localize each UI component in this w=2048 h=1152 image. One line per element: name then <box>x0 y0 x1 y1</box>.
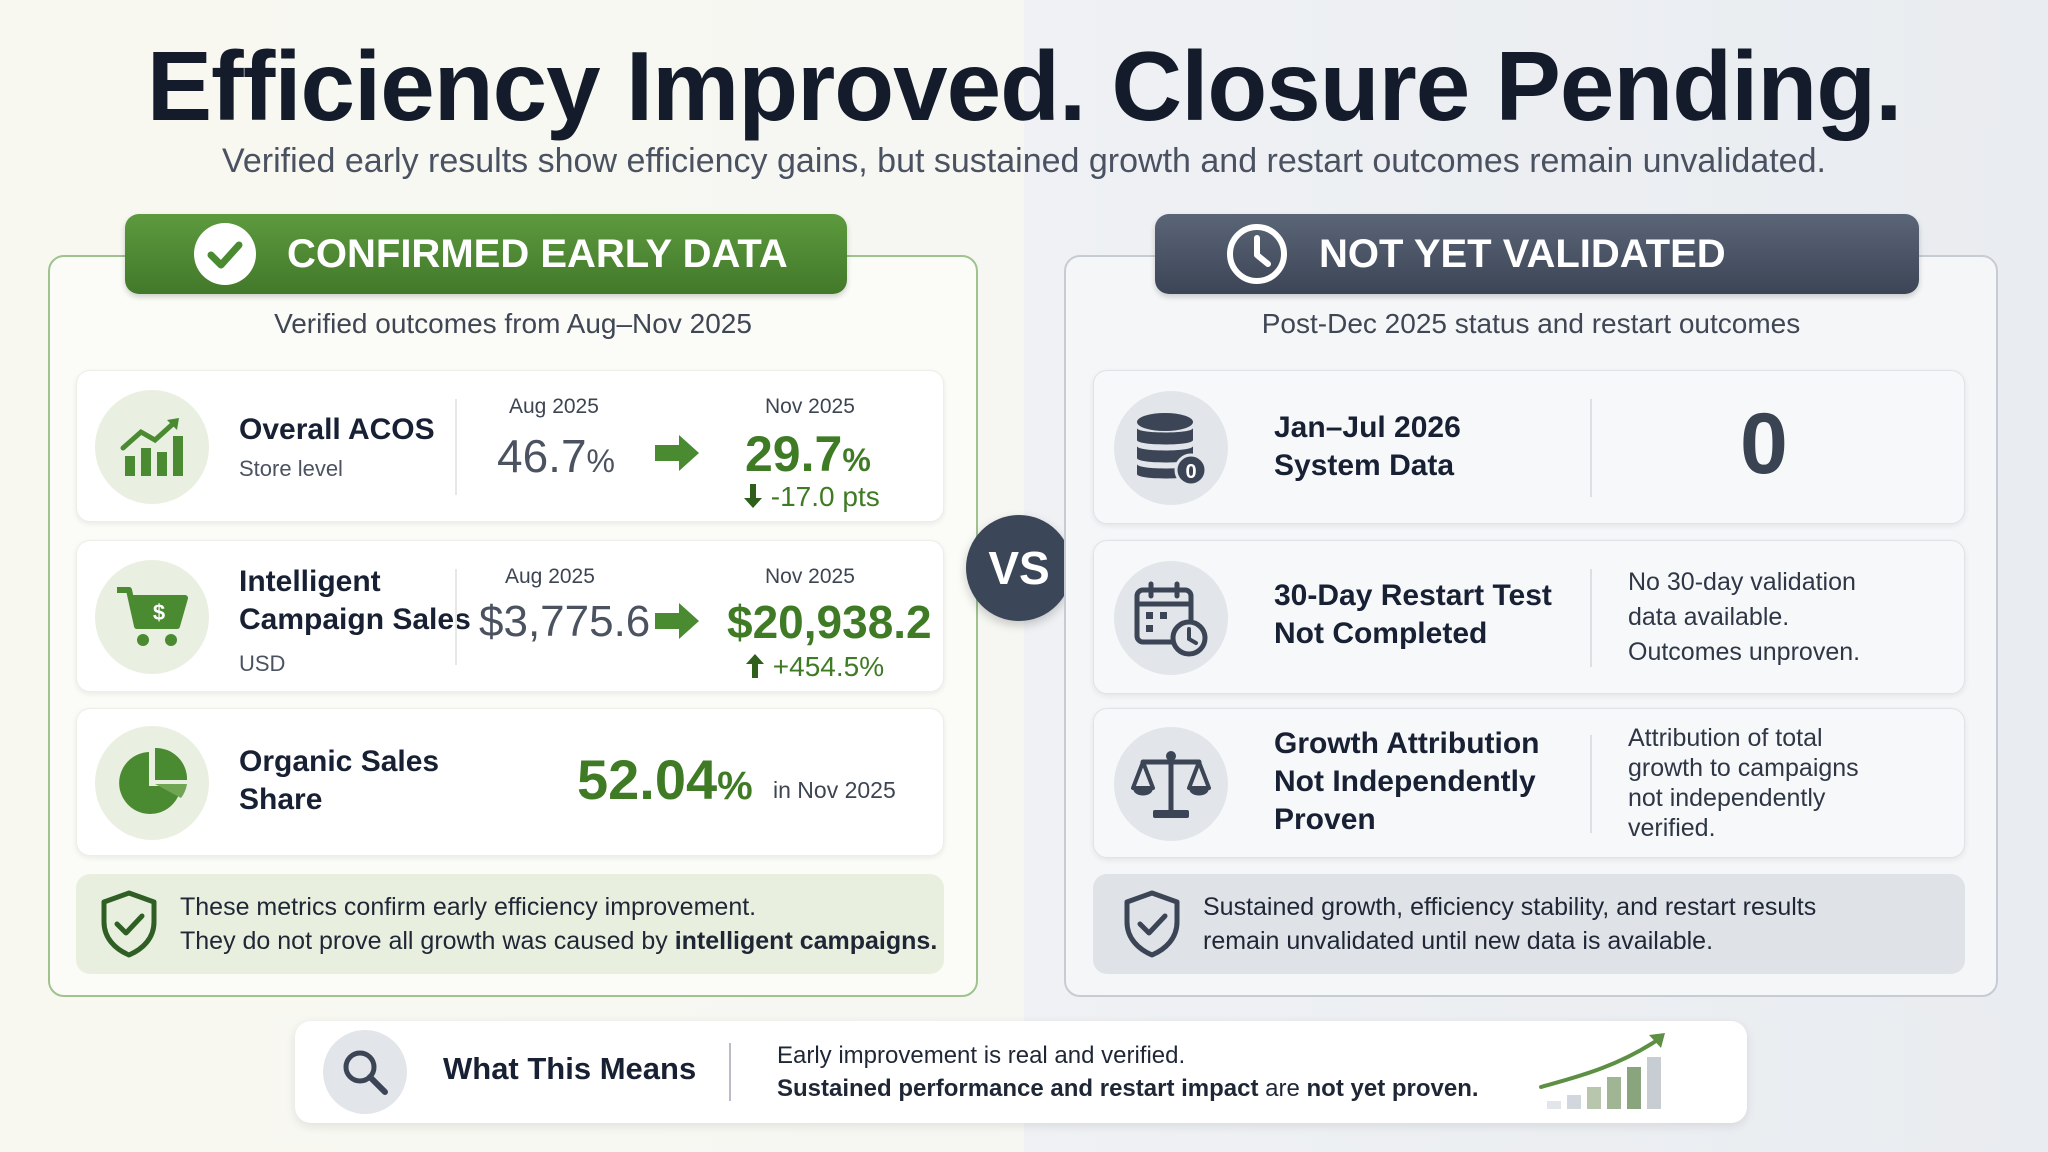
divider <box>729 1043 731 1101</box>
restart-test-desc: No 30-day validation data available. Out… <box>1628 568 1861 666</box>
database-badge-text: 0 <box>1185 461 1196 483</box>
confirmed-subtitle: Verified outcomes from Aug–Nov 2025 <box>274 308 752 339</box>
search-icon <box>343 1050 388 1095</box>
divider <box>1590 735 1592 833</box>
shield-check-icon <box>101 890 157 958</box>
chart-up-icon-circle <box>95 390 209 504</box>
search-icon-circle <box>323 1030 407 1114</box>
page-title: Efficiency Improved. Closure Pending. <box>146 31 1903 141</box>
calendar-clock-icon <box>1134 581 1208 657</box>
chart-up-icon <box>120 418 183 476</box>
trend-bars-icon <box>1539 1033 1665 1109</box>
not-validated-note-text: Sustained growth, efficiency stability, … <box>1203 893 1817 955</box>
pie-chart-icon <box>119 747 188 814</box>
system-data-card: 0 Jan–Jul 2026 System Data 0 <box>1093 370 1965 524</box>
not-validated-subtitle: Post-Dec 2025 status and restart outcome… <box>1261 308 1801 339</box>
campaign-after-label: Nov 2025 <box>765 565 855 588</box>
restart-test-card: 30-Day Restart Test Not Completed No 30-d… <box>1093 540 1965 694</box>
acos-before-label: Aug 2025 <box>509 395 599 418</box>
divider <box>1590 569 1592 667</box>
what-this-means-label: What This Means <box>443 1051 697 1086</box>
growth-attribution-card: Growth Attribution Not Independently Pro… <box>1093 708 1965 858</box>
confirmed-badge: CONFIRMED EARLY DATA <box>125 214 847 294</box>
pie-icon-circle <box>95 726 209 840</box>
what-this-means-bar: What This Means Early improvement is rea… <box>295 1021 1747 1123</box>
campaign-sales-name: Intelligent Campaign Sales <box>239 565 471 636</box>
campaign-before-label: Aug 2025 <box>505 565 595 588</box>
campaign-sales-sub: USD <box>239 651 286 676</box>
organic-share-value: 52.04% <box>577 748 753 811</box>
growth-attribution-name: Growth Attribution Not Independently Pro… <box>1274 727 1540 836</box>
organic-share-name: Organic Sales Share <box>239 745 440 816</box>
organic-share-period: in Nov 2025 <box>773 777 896 803</box>
campaign-sales-card: $ Intelligent Campaign Sales USD Aug 2025… <box>76 540 944 692</box>
not-validated-note: Sustained growth, efficiency stability, … <box>1093 874 1965 974</box>
divider <box>455 569 457 665</box>
arrow-right-icon <box>655 603 699 639</box>
divider <box>455 399 457 495</box>
organic-share-card: Organic Sales Share 52.04% in Nov 2025 <box>76 708 944 856</box>
divider <box>1590 399 1592 497</box>
confirmed-note: These metrics confirm early efficiency i… <box>76 874 944 974</box>
check-icon <box>194 223 256 285</box>
clock-icon <box>1227 224 1287 284</box>
cart-dollar-icon: $ <box>117 587 188 646</box>
arrow-down-icon <box>744 484 762 508</box>
arrow-up-icon <box>746 654 764 678</box>
acos-name: Overall ACOS <box>239 413 435 446</box>
campaign-before-value: $3,775.6 <box>479 597 651 646</box>
acos-after-value: 29.7% <box>745 426 871 482</box>
confirmed-badge-label: CONFIRMED EARLY DATA <box>287 231 788 276</box>
vs-badge: VS <box>966 515 1072 621</box>
not-validated-badge: NOT YET VALIDATED <box>1155 214 1919 294</box>
growth-attribution-desc: Attribution of total growth to campaigns… <box>1628 724 1859 842</box>
system-data-value: 0 <box>1740 396 1788 492</box>
acos-before-value: 46.7% <box>497 430 615 482</box>
system-data-name: Jan–Jul 2026 System Data <box>1274 411 1461 482</box>
acos-card: Overall ACOS Store level Aug 2025 46.7% … <box>76 370 944 522</box>
shield-check-icon <box>1124 890 1180 958</box>
arrow-right-icon <box>655 435 699 471</box>
acos-change: -17.0 pts <box>743 481 880 513</box>
campaign-after-value: $20,938.2 <box>727 596 932 648</box>
page-subtitle: Verified early results show efficiency g… <box>222 142 1826 180</box>
database-icon: 0 <box>1137 413 1208 487</box>
acos-after-label: Nov 2025 <box>765 395 855 418</box>
not-validated-badge-label: NOT YET VALIDATED <box>1319 231 1726 276</box>
acos-sub: Store level <box>239 456 343 481</box>
scales-icon <box>1131 751 1211 818</box>
scales-icon-circle <box>1114 727 1228 841</box>
confirmed-note-text: These metrics confirm early efficiency i… <box>180 893 938 955</box>
cart-icon-circle: $ <box>95 560 209 674</box>
database-icon-circle: 0 <box>1114 391 1228 505</box>
svg-text:$: $ <box>153 600 165 625</box>
campaign-change: +454.5% <box>745 651 884 683</box>
restart-test-name: 30-Day Restart Test Not Completed <box>1274 579 1552 650</box>
calendar-icon-circle <box>1114 561 1228 675</box>
what-this-means-text: Early improvement is real and verified. … <box>777 1042 1479 1102</box>
